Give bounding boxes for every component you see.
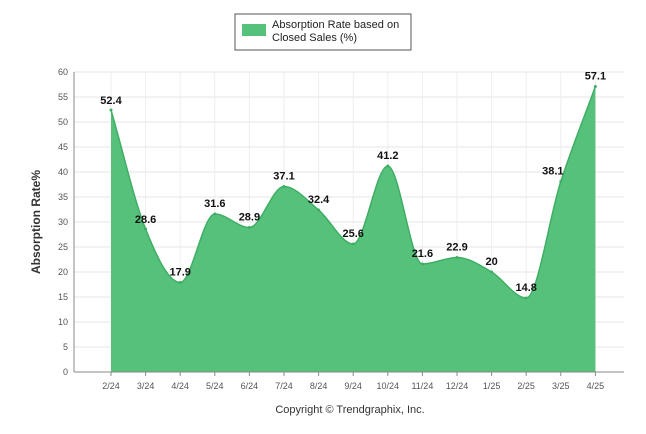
data-label: 14.8 [515, 282, 536, 294]
y-tick-label: 45 [58, 142, 68, 152]
data-label: 28.9 [239, 212, 260, 224]
x-tick-label: 8/24 [310, 381, 328, 391]
legend-swatch [242, 24, 266, 36]
data-point[interactable] [524, 296, 528, 300]
legend-label-line2: Closed Sales (%) [272, 32, 357, 44]
data-point[interactable] [213, 212, 217, 216]
axis-layer: 0 5 10 15 20 25 30 35 40 45 50 55 60 2/24 3/24 4/24 5/24… [58, 67, 624, 391]
data-point[interactable] [144, 227, 148, 231]
data-label: 22.9 [446, 242, 467, 254]
data-label: 37.1 [273, 171, 294, 183]
x-tick-label: 2/25 [517, 381, 535, 391]
data-point[interactable] [559, 180, 563, 183]
x-tick-label: 1/25 [483, 381, 501, 391]
y-tick-label: 5 [63, 342, 68, 352]
data-label: 21.6 [412, 248, 433, 260]
y-tick-label: 60 [58, 67, 68, 77]
data-label: 38.1 [542, 166, 563, 178]
data-label: 52.4 [100, 95, 122, 107]
x-tick-label: 9/24 [344, 381, 362, 391]
area-fill [111, 86, 596, 372]
y-tick-label: 10 [58, 317, 68, 327]
data-point[interactable] [351, 242, 355, 246]
legend[interactable]: Absorption Rate based on Closed Sales (%… [234, 13, 412, 51]
y-axis-label: Absorption Rate% [29, 170, 43, 274]
data-point[interactable] [455, 256, 459, 259]
area-layer [109, 85, 597, 372]
data-label: 25.6 [342, 228, 363, 240]
data-point[interactable] [282, 185, 286, 188]
y-tick-label: 55 [58, 92, 68, 102]
x-tick-label: 2/24 [102, 381, 120, 391]
x-tick-label: 4/25 [587, 381, 605, 391]
data-point[interactable] [317, 208, 321, 212]
data-label: 32.4 [308, 194, 330, 206]
x-tick-label: 11/24 [411, 381, 433, 391]
data-label: 20 [485, 256, 497, 268]
y-tick-label: 0 [63, 367, 68, 377]
x-tick-label: 5/24 [206, 381, 224, 391]
data-point[interactable] [593, 85, 597, 88]
copyright-text: Copyright © Trendgraphix, Inc. [275, 404, 424, 416]
y-tick-label: 25 [58, 242, 68, 252]
y-tick-label: 35 [58, 192, 68, 202]
data-label: 17.9 [169, 267, 190, 279]
y-tick-label: 20 [58, 267, 68, 277]
y-tick-label: 30 [58, 217, 68, 227]
legend-label-line1: Absorption Rate based on [272, 19, 399, 31]
x-tick-label: 10/24 [377, 381, 400, 391]
x-tick-label: 7/24 [275, 381, 293, 391]
data-point[interactable] [178, 281, 182, 284]
x-tick-label: 3/24 [137, 381, 155, 391]
y-tick-label: 40 [58, 167, 68, 177]
data-point[interactable] [386, 164, 390, 168]
data-point[interactable] [247, 226, 251, 229]
y-tick-label: 15 [58, 292, 68, 302]
data-label: 41.2 [377, 150, 398, 162]
data-label: 28.6 [135, 214, 156, 226]
x-tick-label: 6/24 [241, 381, 259, 391]
data-label: 31.6 [204, 198, 225, 210]
x-tick-label: 12/24 [446, 381, 469, 391]
data-point[interactable] [109, 108, 113, 112]
data-point[interactable] [490, 270, 494, 274]
data-point[interactable] [420, 262, 424, 266]
data-label-layer: 52.4 28.6 17.9 31.6 28.9 37.1 32.4 25.6 41.2 21.6… [100, 71, 606, 295]
x-tick-label: 3/25 [552, 381, 570, 391]
y-tick-label: 50 [58, 117, 68, 127]
x-tick-label: 4/24 [171, 381, 189, 391]
data-label: 57.1 [585, 71, 606, 83]
